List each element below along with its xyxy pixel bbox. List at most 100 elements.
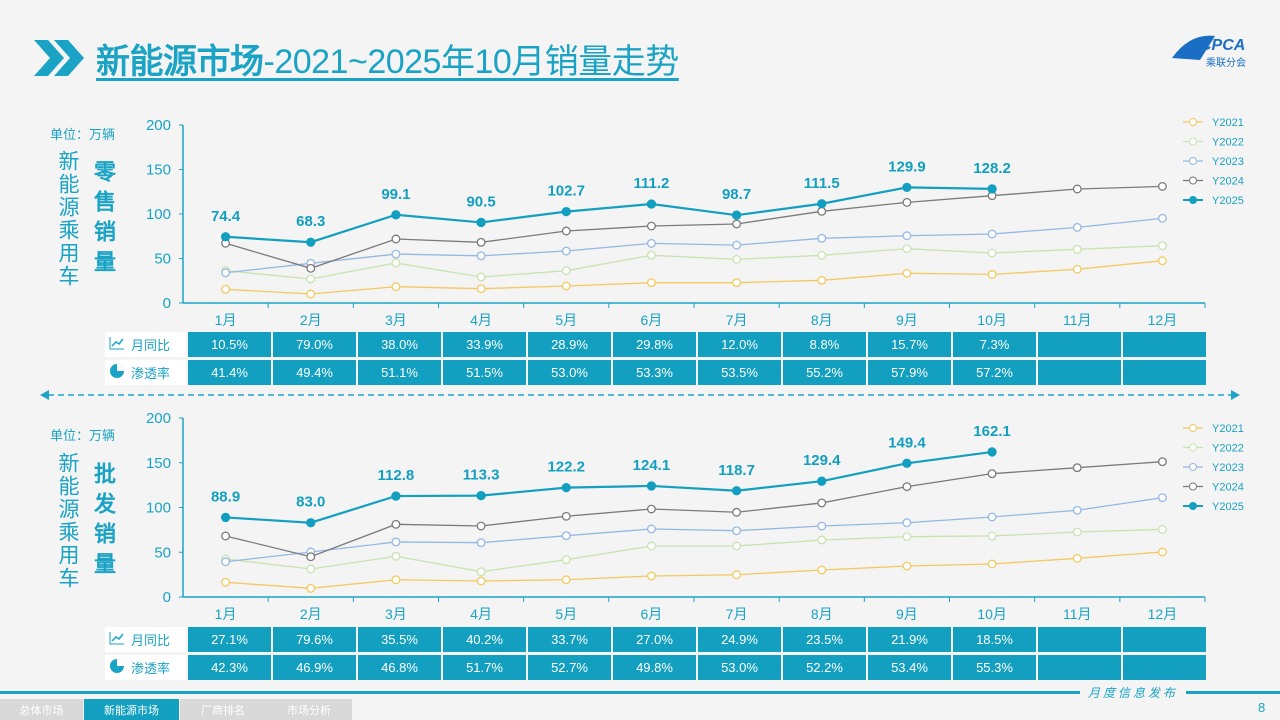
x-tick-label: 5月 [555, 606, 577, 622]
data-point-Y2023 [817, 521, 827, 531]
data-label: 83.0 [296, 494, 325, 511]
y-tick-label: 50 [154, 544, 171, 561]
data-point-Y2023 [1072, 222, 1082, 232]
x-tick-label: 12月 [1148, 312, 1178, 328]
data-point-Y2021 [732, 570, 742, 580]
yoy-cell: 12.0% [698, 332, 781, 357]
legend-marker [1189, 443, 1197, 452]
x-tick-label: 9月 [896, 312, 918, 328]
pen-cell: 51.7% [443, 655, 526, 680]
yoy-cell [1123, 332, 1206, 357]
data-point-Y2023 [1072, 505, 1082, 515]
data-point-Y2022 [646, 250, 656, 260]
row-label-text: 月同比 [131, 633, 171, 648]
pen-cell: 55.2% [783, 360, 866, 385]
legend-label: Y2024 [1212, 176, 1244, 188]
pen-cell: 41.4% [188, 360, 271, 385]
data-point-Y2023 [221, 268, 231, 278]
row-label-text: 渗透率 [131, 366, 171, 381]
side-label: 新能源乘用车 [56, 452, 79, 590]
pie-chart-icon [109, 658, 125, 677]
series-line-Y2021 [225, 260, 1163, 295]
data-point-Y2021 [391, 575, 401, 585]
data-point-Y2022 [561, 266, 571, 276]
data-point-Y2024 [306, 263, 316, 273]
data-point-Y2024 [902, 197, 912, 207]
data-point-Y2024 [902, 482, 912, 492]
x-tick-label: 1月 [215, 312, 237, 328]
pie-chart-icon [109, 363, 125, 382]
data-point-Y2021 [987, 269, 997, 279]
tab-ranking[interactable]: 厂商排名 [180, 699, 266, 720]
data-point-Y2022 [306, 564, 316, 574]
data-point-Y2025 [561, 482, 571, 493]
data-point-Y2022 [1072, 527, 1082, 537]
page-title: 新能源市场-2021~2025年10月销量走势 [96, 43, 679, 81]
tab-overall[interactable]: 总体市场 [0, 699, 83, 720]
data-point-Y2023 [561, 531, 571, 541]
y-tick-label: 100 [146, 500, 171, 517]
data-point-Y2022 [1157, 241, 1167, 251]
data-point-Y2023 [646, 524, 656, 534]
svg-text:乘联分会: 乘联分会 [1206, 56, 1246, 69]
data-point-Y2023 [391, 537, 401, 547]
trend-chart-icon [109, 631, 125, 648]
data-label: 88.9 [211, 488, 240, 505]
legend-label: Y2022 [1212, 137, 1244, 149]
data-point-Y2022 [817, 535, 827, 545]
pen-cell: 55.3% [953, 655, 1036, 680]
chevron-right-icon [34, 40, 84, 76]
data-label: 113.3 [463, 467, 500, 484]
data-point-Y2022 [1157, 524, 1167, 534]
series-line-Y2025 [225, 450, 993, 524]
data-point-Y2021 [561, 281, 571, 291]
yoy-cell: 79.0% [273, 332, 356, 357]
data-label: 99.1 [381, 186, 410, 203]
yoy-cell: 15.7% [868, 332, 951, 357]
x-tick-label: 4月 [470, 312, 492, 328]
data-point-Y2021 [1157, 547, 1167, 557]
data-point-Y2022 [987, 248, 997, 258]
data-point-Y2024 [476, 237, 486, 247]
data-point-Y2024 [1072, 184, 1082, 194]
data-point-Y2024 [1157, 457, 1167, 467]
pen-cell: 57.2% [953, 360, 1036, 385]
data-point-Y2022 [902, 244, 912, 254]
data-point-Y2024 [561, 226, 571, 236]
data-point-Y2021 [221, 577, 231, 587]
legend-marker [1189, 482, 1197, 491]
data-point-Y2025 [476, 217, 486, 228]
data-point-Y2025 [306, 237, 316, 247]
data-point-Y2023 [476, 538, 486, 548]
data-point-Y2024 [732, 219, 742, 229]
data-point-Y2025 [731, 210, 742, 220]
x-tick-label: 10月 [977, 606, 1007, 622]
data-point-Y2025 [220, 512, 231, 523]
pen-cell: 52.2% [783, 655, 866, 680]
tab-nev[interactable]: 新能源市场 [84, 699, 179, 720]
y-tick-label: 150 [146, 455, 171, 472]
x-tick-label: 10月 [977, 312, 1007, 328]
stats-table: 月同比 10.5% 79.0% 38.0% 33.9% 28.9% 29.8% 12.0% 8.… [105, 332, 1206, 385]
legend-label: Y2021 [1212, 423, 1244, 435]
yoy-cell: 27.0% [613, 627, 696, 652]
data-point-Y2021 [1072, 264, 1082, 274]
data-point-Y2021 [987, 559, 997, 569]
legend-marker [1189, 157, 1197, 165]
legend-marker [1189, 502, 1197, 510]
data-point-Y2021 [476, 576, 486, 586]
tab-analysis[interactable]: 市场分析 [266, 699, 352, 720]
yoy-cell [1038, 332, 1121, 357]
y-tick-label: 0 [163, 589, 171, 606]
data-point-Y2021 [817, 275, 827, 285]
data-point-Y2024 [987, 469, 997, 479]
data-label: 128.2 [973, 160, 1011, 177]
data-point-Y2021 [561, 575, 571, 585]
yoy-cell: 33.7% [528, 627, 611, 652]
series-line-Y2023 [225, 497, 1163, 563]
yoy-cell: 7.3% [953, 332, 1036, 357]
data-point-Y2022 [306, 274, 316, 284]
data-label: 111.2 [633, 175, 669, 192]
yoy-cell [1038, 627, 1121, 652]
